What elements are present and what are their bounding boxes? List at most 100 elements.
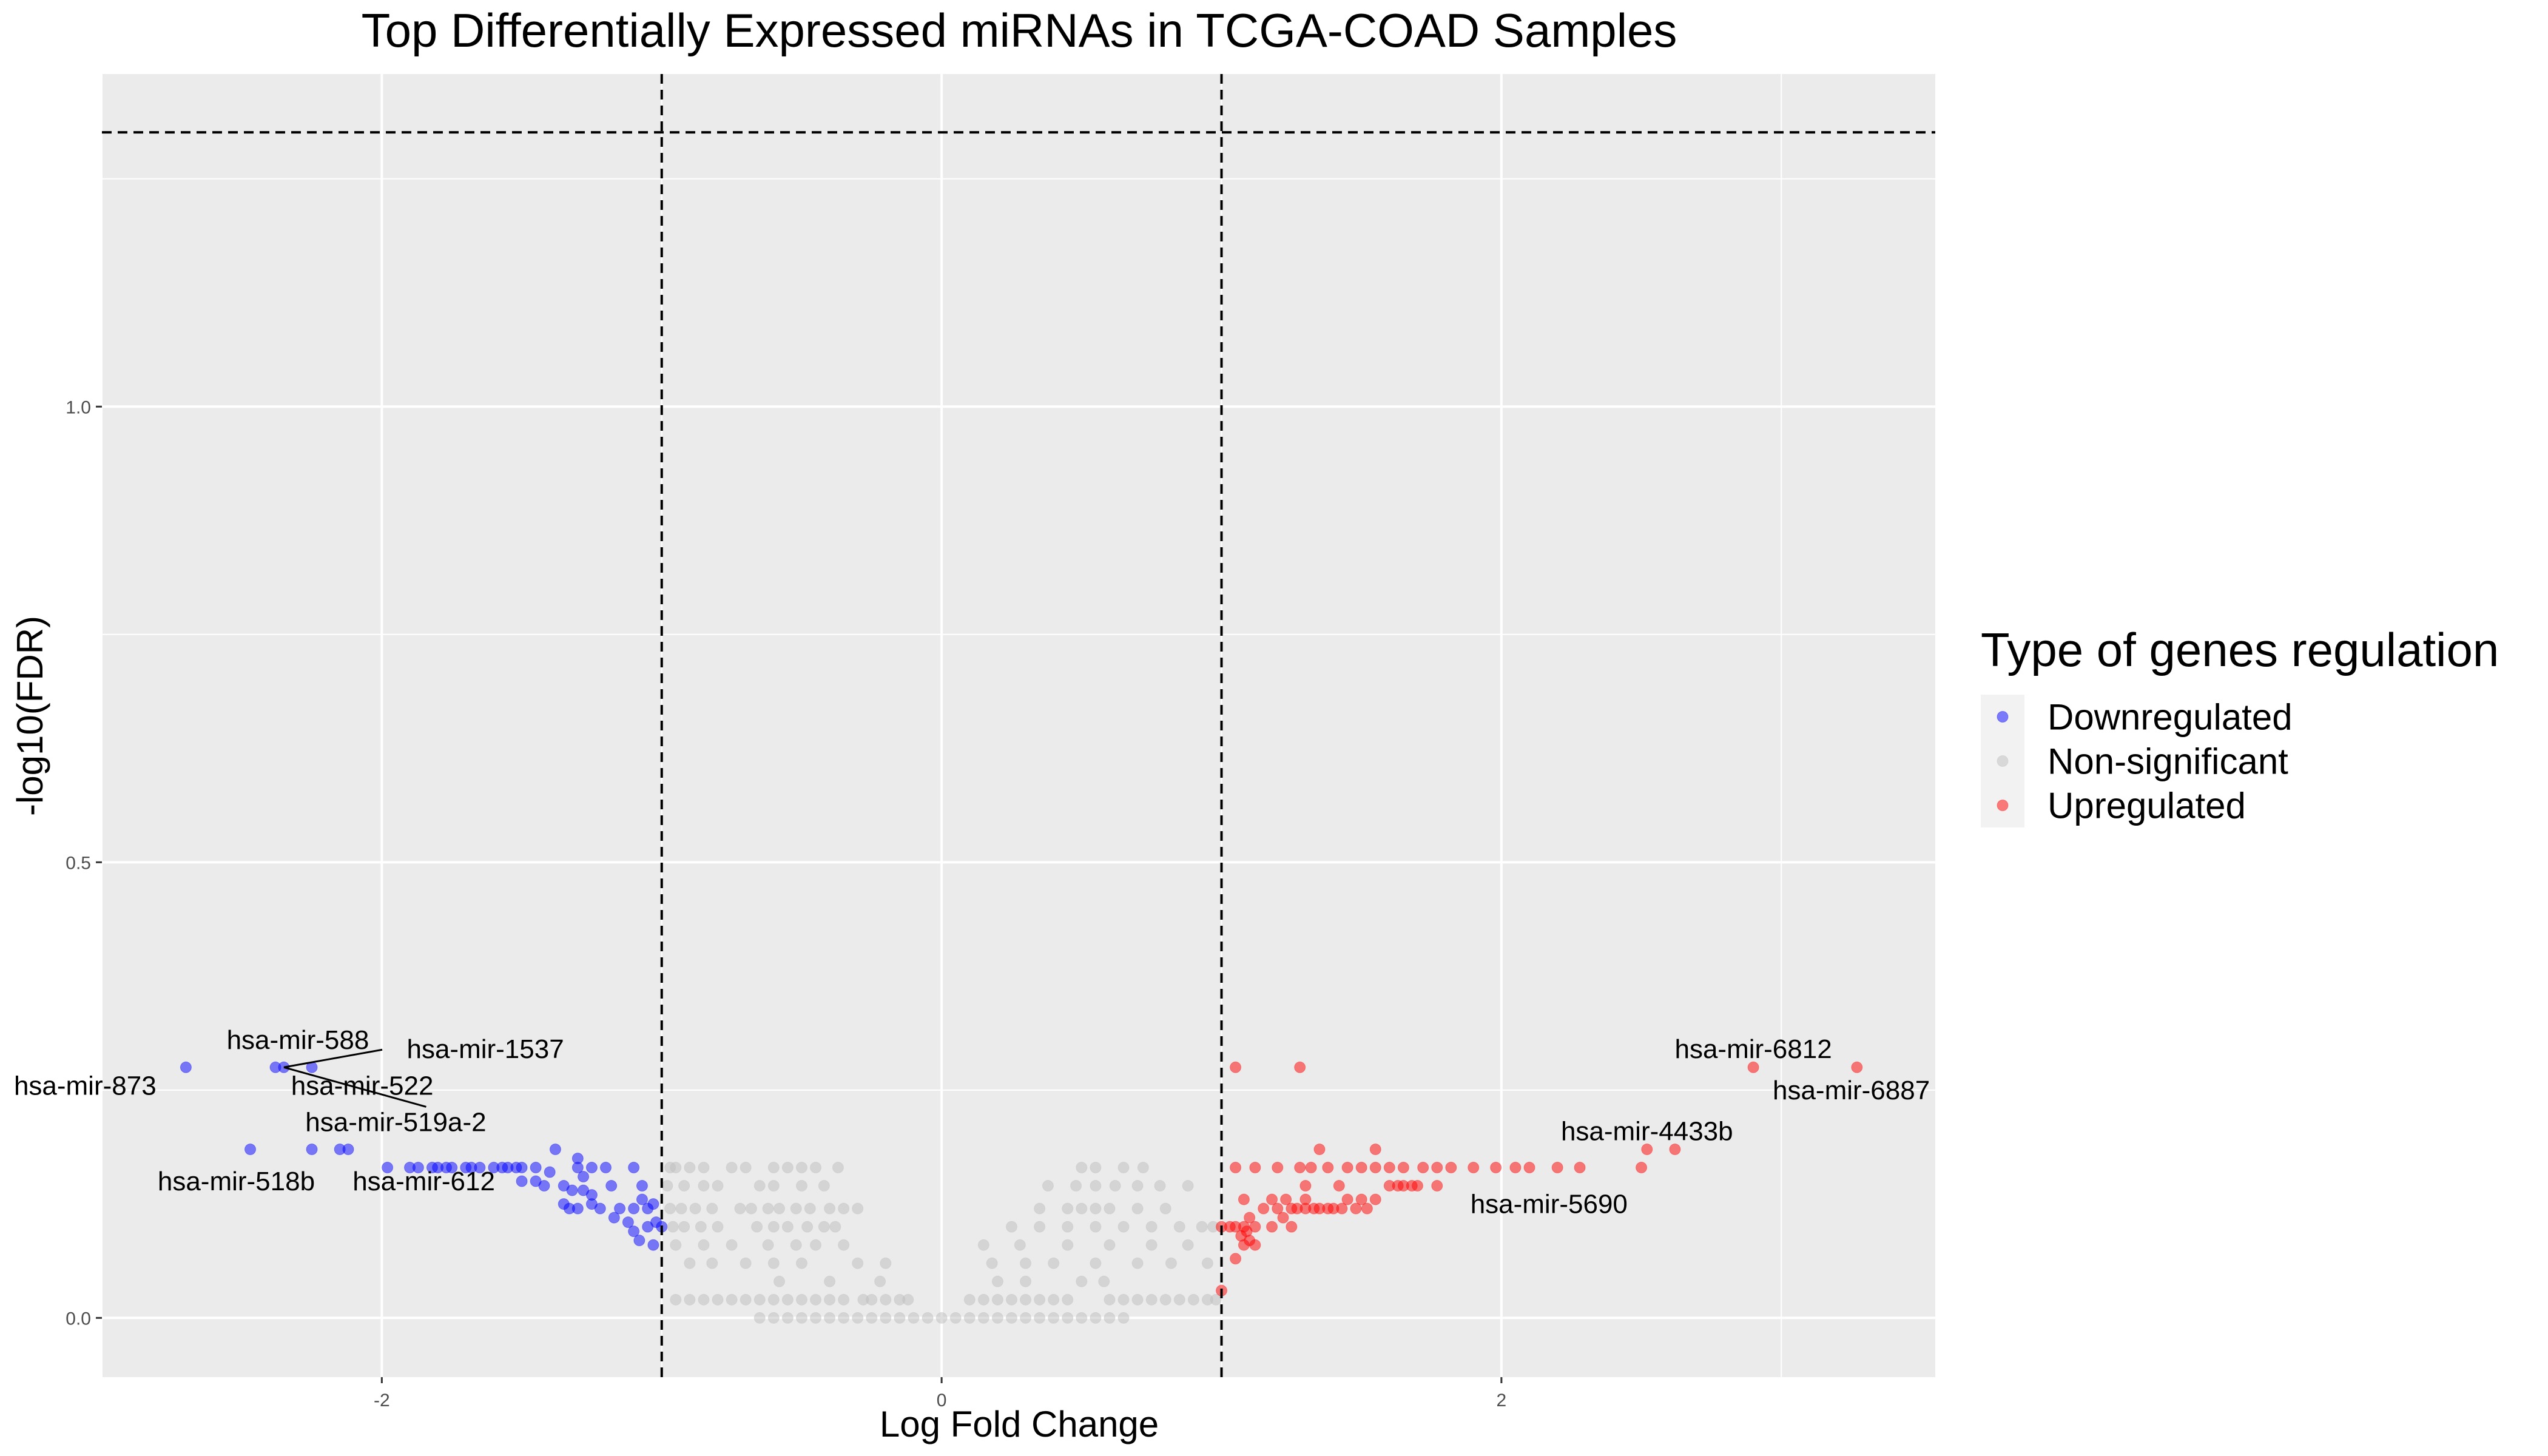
data-point: [1117, 1221, 1130, 1233]
data-point: [1104, 1239, 1116, 1251]
data-point: [1005, 1312, 1017, 1324]
data-point: [1187, 1293, 1199, 1306]
data-point: [678, 1221, 690, 1233]
data-points: [180, 1061, 1863, 1324]
data-point: [804, 1202, 816, 1215]
data-point: [563, 1202, 575, 1215]
data-point: [801, 1221, 814, 1233]
data-point: [1266, 1193, 1278, 1205]
gene-label: hsa-mir-873: [14, 1071, 157, 1100]
data-point: [684, 1162, 696, 1174]
gene-label: hsa-mir-519a-2: [305, 1107, 486, 1137]
data-point: [1090, 1221, 1102, 1233]
data-point: [622, 1216, 634, 1228]
data-point: [1431, 1162, 1443, 1174]
data-point: [1509, 1162, 1522, 1174]
data-point: [745, 1202, 757, 1215]
data-point: [991, 1275, 1003, 1287]
legend-key-point: [1997, 800, 2009, 811]
data-point: [1369, 1143, 1381, 1155]
data-point: [1020, 1312, 1032, 1324]
data-point: [824, 1202, 836, 1215]
data-point: [852, 1202, 864, 1215]
data-point: [795, 1162, 807, 1174]
data-point: [824, 1275, 836, 1287]
data-point: [1286, 1221, 1298, 1233]
data-point: [1090, 1257, 1102, 1269]
data-point: [753, 1180, 766, 1192]
gene-label: hsa-mir-518b: [158, 1167, 315, 1196]
data-point: [991, 1312, 1003, 1324]
data-point: [599, 1162, 612, 1174]
data-point: [908, 1312, 920, 1324]
data-point: [1034, 1221, 1046, 1233]
data-point: [1369, 1162, 1381, 1174]
data-point: [689, 1202, 701, 1215]
data-point: [810, 1162, 822, 1174]
legend-label: Upregulated: [2048, 786, 2246, 826]
data-point: [1182, 1180, 1194, 1192]
data-point: [795, 1257, 807, 1269]
data-point: [698, 1239, 710, 1251]
data-point: [1201, 1257, 1213, 1269]
data-point: [977, 1312, 989, 1324]
data-point: [712, 1221, 724, 1233]
data-point: [675, 1202, 687, 1215]
data-point: [818, 1221, 830, 1233]
y-tick-label: 1.0: [66, 397, 91, 417]
data-point: [446, 1162, 458, 1174]
data-point: [790, 1202, 802, 1215]
data-point: [1109, 1180, 1121, 1192]
data-point: [1173, 1221, 1185, 1233]
data-point: [1336, 1202, 1348, 1215]
data-point: [1076, 1275, 1088, 1287]
data-point: [585, 1162, 598, 1174]
y-tick-label: 0.0: [66, 1309, 91, 1329]
data-point: [922, 1312, 934, 1324]
data-point: [474, 1162, 486, 1174]
data-point: [628, 1162, 640, 1174]
data-point: [762, 1239, 774, 1251]
data-point: [1145, 1293, 1158, 1306]
series-non-significant: [661, 1162, 1222, 1324]
data-point: [790, 1239, 802, 1251]
legend-label: Downregulated: [2048, 697, 2293, 738]
data-point: [1230, 1061, 1242, 1073]
data-point: [1490, 1162, 1502, 1174]
data-point: [1131, 1293, 1144, 1306]
data-point: [740, 1293, 752, 1306]
data-point: [767, 1293, 780, 1306]
data-point: [1154, 1180, 1166, 1192]
data-point: [530, 1162, 542, 1174]
data-point: [1104, 1312, 1116, 1324]
data-point: [1062, 1293, 1074, 1306]
data-point: [977, 1239, 989, 1251]
data-point: [1747, 1061, 1759, 1073]
data-point: [1272, 1202, 1284, 1215]
annotation-leader: [283, 1048, 383, 1068]
data-point: [852, 1312, 864, 1324]
data-point: [818, 1180, 830, 1192]
data-point: [1230, 1162, 1242, 1174]
gene-label: hsa-mir-588: [227, 1025, 369, 1055]
data-point: [1042, 1180, 1054, 1192]
data-point: [1076, 1202, 1088, 1215]
data-point: [810, 1312, 822, 1324]
data-point: [902, 1293, 914, 1306]
data-point: [977, 1293, 989, 1306]
data-point: [628, 1225, 640, 1238]
data-point: [726, 1239, 738, 1251]
data-point: [726, 1162, 738, 1174]
data-point: [1299, 1193, 1312, 1205]
data-point: [1196, 1221, 1208, 1233]
data-point: [767, 1162, 780, 1174]
data-point: [670, 1293, 682, 1306]
data-point: [1117, 1312, 1130, 1324]
axis-ticks: -2 0 2 0.0 0.5 1.0: [66, 397, 1506, 1410]
data-point: [1277, 1212, 1289, 1224]
gene-label: hsa-mir-1537: [406, 1034, 564, 1064]
legend-title: Type of genes regulation: [1981, 623, 2499, 676]
data-point: [949, 1312, 962, 1324]
data-point: [647, 1198, 659, 1210]
data-point: [180, 1061, 192, 1073]
